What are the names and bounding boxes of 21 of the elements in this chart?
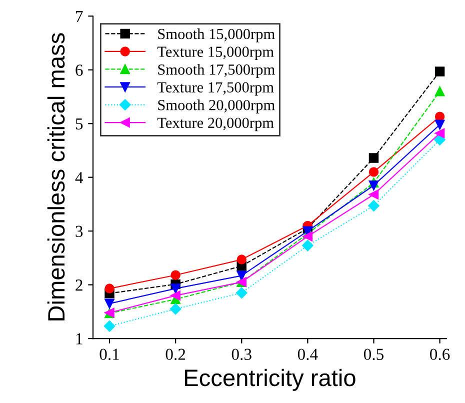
legend-label: Texture 15,000rpm [157,46,274,60]
x-tick-label: 0.4 [298,348,318,360]
x-tick-label: 0.3 [232,348,252,360]
y-tick-label: 2 [76,280,82,291]
legend-label: Texture 20,000rpm [157,118,274,132]
x-tick-label: 0.2 [166,348,186,360]
y-tick-label: 4 [75,172,84,184]
legend-label: Smooth 17,500rpm [158,64,275,78]
y-tick-label: 1 [76,333,82,344]
x-axis-title: Eccentricity ratio [185,368,356,391]
legend-label: Texture 17,500rpm [157,82,274,96]
x-tick-label: 0.1 [100,348,119,360]
legend-label: Smooth 15,000rpm [158,28,275,42]
y-tick-label: 7 [76,10,83,22]
x-tick-label: 0.5 [364,348,384,360]
y-tick-label: 3 [76,226,83,237]
legend-label: Smooth 20,000rpm [158,100,275,114]
y-tick-label: 5 [76,118,83,130]
y-axis-title: Dimensionless critical mass [47,33,65,320]
x-tick-label: 0.6 [430,348,450,360]
y-tick-label: 6 [76,64,83,76]
